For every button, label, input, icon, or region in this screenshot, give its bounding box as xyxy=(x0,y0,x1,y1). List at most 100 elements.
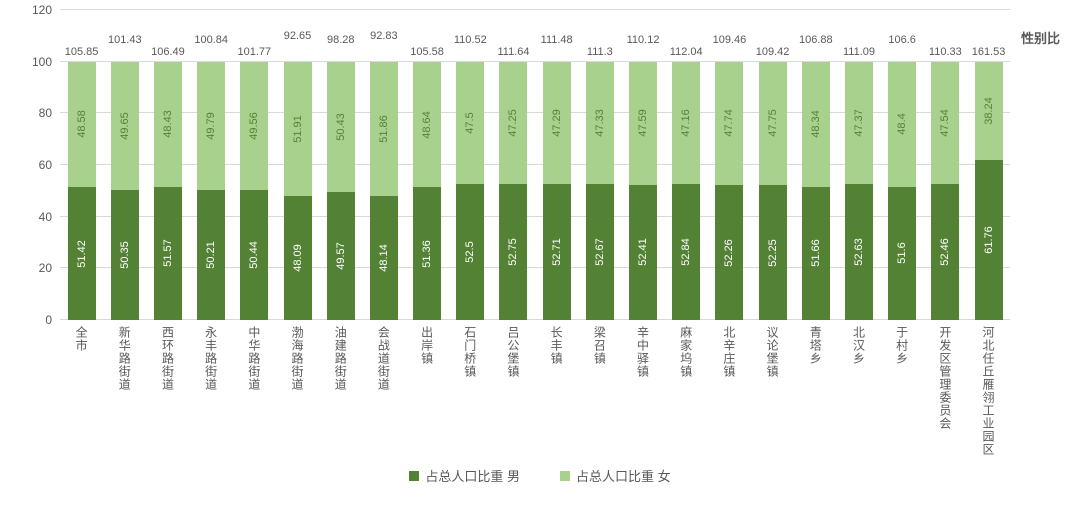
bar-stack: 52.547.5 xyxy=(456,62,484,320)
legend-item-male: 占总人口比重 男 xyxy=(409,466,520,485)
bar-value-label: 51.86 xyxy=(378,115,390,143)
bar-group: 110.1252.4147.59 xyxy=(621,10,664,320)
bar-group: 92.6548.0951.91 xyxy=(276,10,319,320)
bar-top-label: 98.28 xyxy=(327,34,355,46)
x-axis-labels: 全市新华路街道西环路街道永丰路街道中华路街道渤海路街道油建路街道会战道街道出岸镇… xyxy=(60,326,1010,456)
chart-plot-area: 020406080100120 性别比 105.8551.4248.58101.… xyxy=(60,10,1010,320)
bar-top-label: 100.84 xyxy=(194,34,228,46)
bar-top-label: 105.85 xyxy=(65,46,99,58)
bar-value-label: 50.44 xyxy=(248,241,260,269)
bar-segment-male: 48.09 xyxy=(284,196,312,320)
bar-value-label: 48.58 xyxy=(76,111,88,139)
bar-segment-female: 47.37 xyxy=(845,62,873,184)
bar-segment-female: 48.34 xyxy=(802,62,830,187)
x-label-text: 青塔乡 xyxy=(807,326,824,456)
bar-segment-male: 51.66 xyxy=(802,187,830,320)
x-label: 全市 xyxy=(60,326,103,456)
y-axis: 020406080100120 xyxy=(20,10,60,320)
bar-value-label: 48.64 xyxy=(421,111,433,139)
bar-value-label: 61.76 xyxy=(983,226,995,254)
bar-segment-female: 48.43 xyxy=(154,62,182,187)
y-tick: 100 xyxy=(32,55,52,69)
bar-value-label: 47.25 xyxy=(507,109,519,137)
bar-segment-male: 49.57 xyxy=(327,192,355,320)
bar-value-label: 47.37 xyxy=(853,109,865,137)
bar-value-label: 48.43 xyxy=(162,110,174,138)
bar-top-label: 161.53 xyxy=(972,46,1006,58)
bar-top-label: 111.3 xyxy=(587,46,613,58)
bar-stack: 52.8447.16 xyxy=(672,62,700,320)
bar-segment-female: 49.56 xyxy=(240,62,268,190)
bar-top-label: 101.77 xyxy=(238,46,272,58)
x-label-text: 麻家坞镇 xyxy=(678,326,695,456)
bar-stack: 48.1451.86 xyxy=(370,62,398,320)
bar-group: 101.77 50.44 49.56 xyxy=(233,10,276,320)
bar-value-label: 49.79 xyxy=(205,112,217,140)
legend-label-female: 占总人口比重 女 xyxy=(576,466,671,485)
y-tick: 60 xyxy=(39,158,52,172)
bar-stack: 52.25 47.75 xyxy=(759,62,787,320)
bar-group: 100.8450.2149.79 xyxy=(190,10,233,320)
bar-segment-female: 49.65 xyxy=(111,62,139,190)
bar-top-label: 112.04 xyxy=(670,46,703,58)
bar-stack: 52.4647.54 xyxy=(931,62,959,320)
bar-value-label: 50.43 xyxy=(335,113,347,141)
bar-segment-male: 52.67 xyxy=(586,184,614,320)
bar-group: 109.4252.2547.75 xyxy=(751,10,794,320)
bar-stack: 49.57 50.43 xyxy=(327,62,355,320)
x-label: 河北任丘雁翎工业园区 xyxy=(967,326,1010,456)
bar-segment-female: 38.24 xyxy=(975,62,1003,161)
x-label-text: 永丰路街道 xyxy=(203,326,220,456)
bar-segment-male: 52.5 xyxy=(456,184,484,320)
bar-segment-male: 51.57 xyxy=(154,187,182,320)
y-tick: 20 xyxy=(39,261,52,275)
x-label-text: 全市 xyxy=(73,326,90,456)
x-label: 会战道街道 xyxy=(362,326,405,456)
bar-segment-male: 52.71 xyxy=(543,184,571,320)
bar-group: 111.6452.7547.25 xyxy=(492,10,535,320)
y-tick: 120 xyxy=(32,3,52,17)
bar-top-label: 110.52 xyxy=(454,34,487,46)
bar-value-label: 52.41 xyxy=(637,239,649,267)
bar-segment-male: 50.44 xyxy=(240,190,268,320)
x-label-text: 新华路街道 xyxy=(116,326,133,456)
bar-value-label: 51.6 xyxy=(896,243,908,264)
bar-segment-female: 47.5 xyxy=(456,62,484,185)
bar-segment-male: 52.46 xyxy=(931,184,959,320)
bar-segment-female: 47.59 xyxy=(629,62,657,185)
bar-top-label: 106.6 xyxy=(888,34,916,46)
bar-top-label: 92.83 xyxy=(370,30,398,42)
x-label-text: 石门桥镇 xyxy=(462,326,479,456)
bar-segment-female: 47.16 xyxy=(672,62,700,184)
x-label-text: 吕公堡镇 xyxy=(505,326,522,456)
bar-segment-female: 47.75 xyxy=(759,62,787,185)
bar-group: 110.52 52.547.5 xyxy=(449,10,492,320)
bar-value-label: 49.65 xyxy=(119,112,131,140)
bar-value-label: 47.33 xyxy=(594,109,606,137)
bar-value-label: 51.57 xyxy=(162,240,174,268)
bar-group: 111.3 52.67 47.33 xyxy=(578,10,621,320)
x-label-text: 梁召镇 xyxy=(591,326,608,456)
bar-value-label: 52.25 xyxy=(767,239,779,267)
bar-stack: 52.67 47.33 xyxy=(586,62,614,320)
x-label: 于村乡 xyxy=(881,326,924,456)
bar-segment-male: 51.6 xyxy=(888,187,916,320)
bar-segment-male: 50.35 xyxy=(111,190,139,320)
bar-group: 105.5851.3648.64 xyxy=(406,10,449,320)
bar-segment-female: 49.79 xyxy=(197,62,225,191)
bar-value-label: 51.36 xyxy=(421,240,433,268)
bar-segment-female: 51.91 xyxy=(284,62,312,196)
x-label-text: 北汉乡 xyxy=(850,326,867,456)
bar-stack: 52.2647.74 xyxy=(715,62,743,320)
x-label-text: 长丰镇 xyxy=(548,326,565,456)
x-label: 麻家坞镇 xyxy=(665,326,708,456)
bar-segment-female: 51.86 xyxy=(370,62,398,196)
bar-value-label: 52.75 xyxy=(507,238,519,266)
legend-item-female: 占总人口比重 女 xyxy=(560,466,671,485)
bar-value-label: 47.75 xyxy=(767,110,779,138)
x-label: 长丰镇 xyxy=(535,326,578,456)
bar-top-label: 111.48 xyxy=(541,34,573,46)
x-label-text: 北辛庄镇 xyxy=(721,326,738,456)
bar-group: 98.28 49.57 50.43 xyxy=(319,10,362,320)
bar-top-label: 106.49 xyxy=(151,46,185,58)
